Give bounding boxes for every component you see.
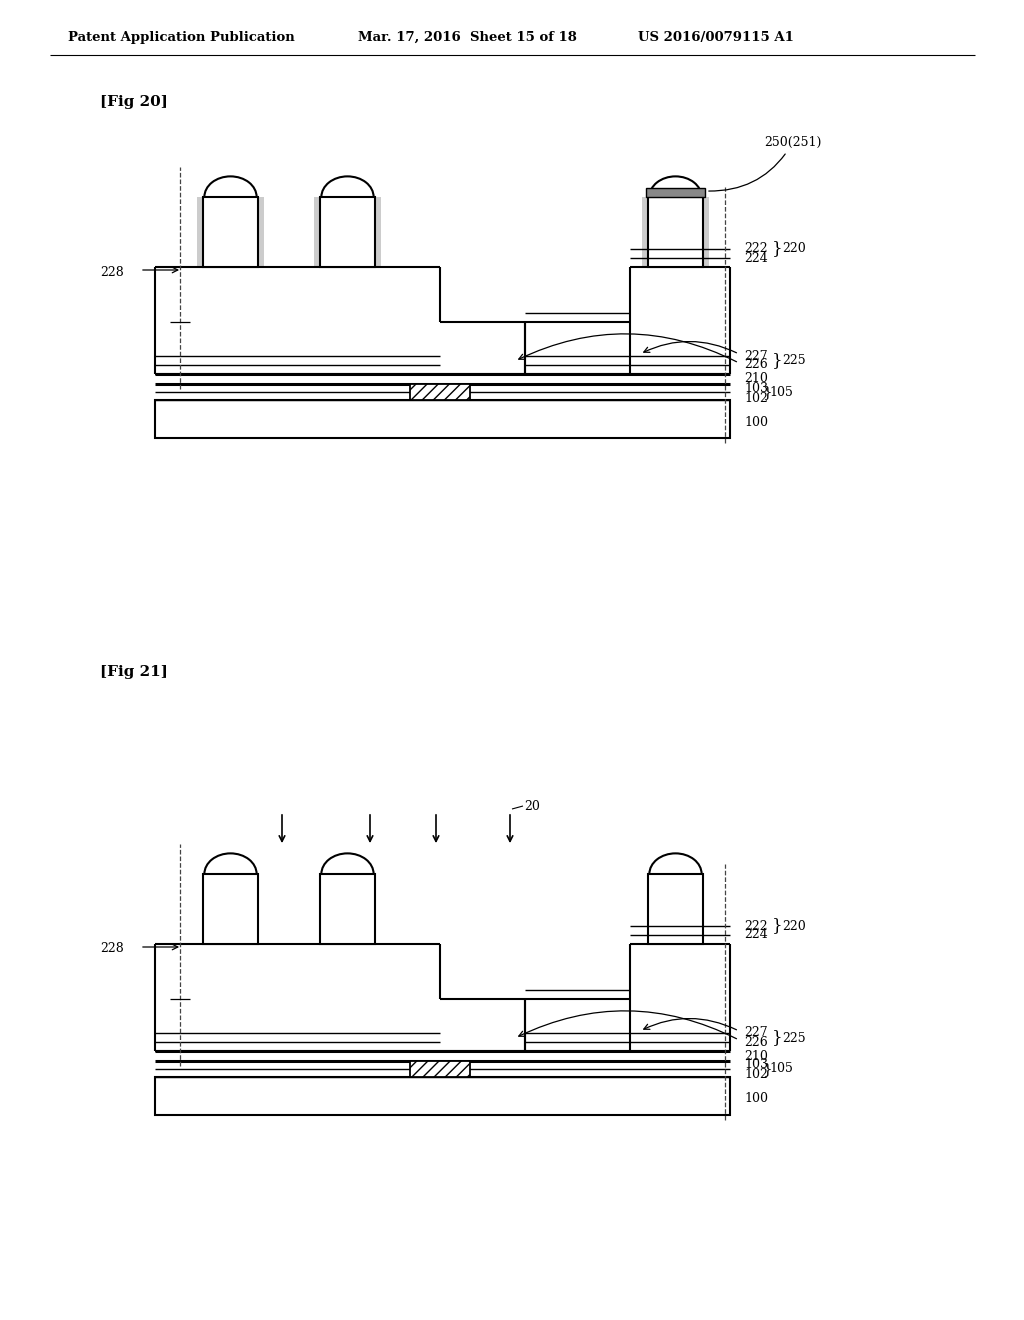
Text: }: } <box>772 917 782 935</box>
Text: 224: 224 <box>744 928 768 941</box>
Bar <box>648 197 703 267</box>
Text: 227: 227 <box>744 350 768 363</box>
Text: 105: 105 <box>769 385 793 399</box>
Text: }: } <box>762 1063 772 1076</box>
Text: 227: 227 <box>744 1027 768 1040</box>
Text: 228: 228 <box>100 942 124 956</box>
Text: 103: 103 <box>744 1059 768 1072</box>
Text: 250(251): 250(251) <box>709 136 821 191</box>
Bar <box>648 874 703 944</box>
Bar <box>314 261 381 267</box>
Text: 225: 225 <box>782 1031 806 1044</box>
Text: 103: 103 <box>744 381 768 395</box>
Bar <box>197 197 203 267</box>
Bar <box>646 187 705 197</box>
Text: }: } <box>762 385 772 399</box>
Text: US 2016/0079115 A1: US 2016/0079115 A1 <box>638 30 794 44</box>
Text: 210: 210 <box>744 1049 768 1063</box>
Text: 222: 222 <box>744 243 768 256</box>
Bar <box>314 197 319 267</box>
Bar <box>197 261 264 267</box>
Bar <box>410 1061 470 1077</box>
Text: 20: 20 <box>524 800 540 813</box>
Text: 210: 210 <box>744 372 768 385</box>
Bar <box>203 197 258 267</box>
Text: 226: 226 <box>744 1035 768 1048</box>
Bar <box>155 400 730 438</box>
Bar <box>203 874 258 944</box>
Bar <box>258 197 264 267</box>
Text: 225: 225 <box>782 355 806 367</box>
Text: }: } <box>772 352 782 370</box>
Text: 102: 102 <box>744 392 768 404</box>
Bar <box>642 261 709 267</box>
Text: 100: 100 <box>744 416 768 429</box>
Text: 100: 100 <box>744 1093 768 1106</box>
Text: }: } <box>772 240 782 257</box>
Bar <box>703 197 709 267</box>
Text: 226: 226 <box>744 359 768 371</box>
Text: 224: 224 <box>744 252 768 264</box>
Bar <box>155 1077 730 1115</box>
Bar <box>642 197 648 267</box>
Text: 220: 220 <box>782 243 806 256</box>
Text: 220: 220 <box>782 920 806 932</box>
Bar <box>319 197 375 267</box>
Text: [Fig 21]: [Fig 21] <box>100 665 168 678</box>
Text: 105: 105 <box>769 1063 793 1076</box>
Text: [Fig 20]: [Fig 20] <box>100 95 168 110</box>
Text: Mar. 17, 2016  Sheet 15 of 18: Mar. 17, 2016 Sheet 15 of 18 <box>358 30 577 44</box>
Text: 102: 102 <box>744 1068 768 1081</box>
Bar <box>319 874 375 944</box>
Text: }: } <box>772 1030 782 1047</box>
Bar <box>375 197 381 267</box>
Text: 222: 222 <box>744 920 768 932</box>
Text: 228: 228 <box>100 265 124 279</box>
Bar <box>410 384 470 400</box>
Text: Patent Application Publication: Patent Application Publication <box>68 30 295 44</box>
